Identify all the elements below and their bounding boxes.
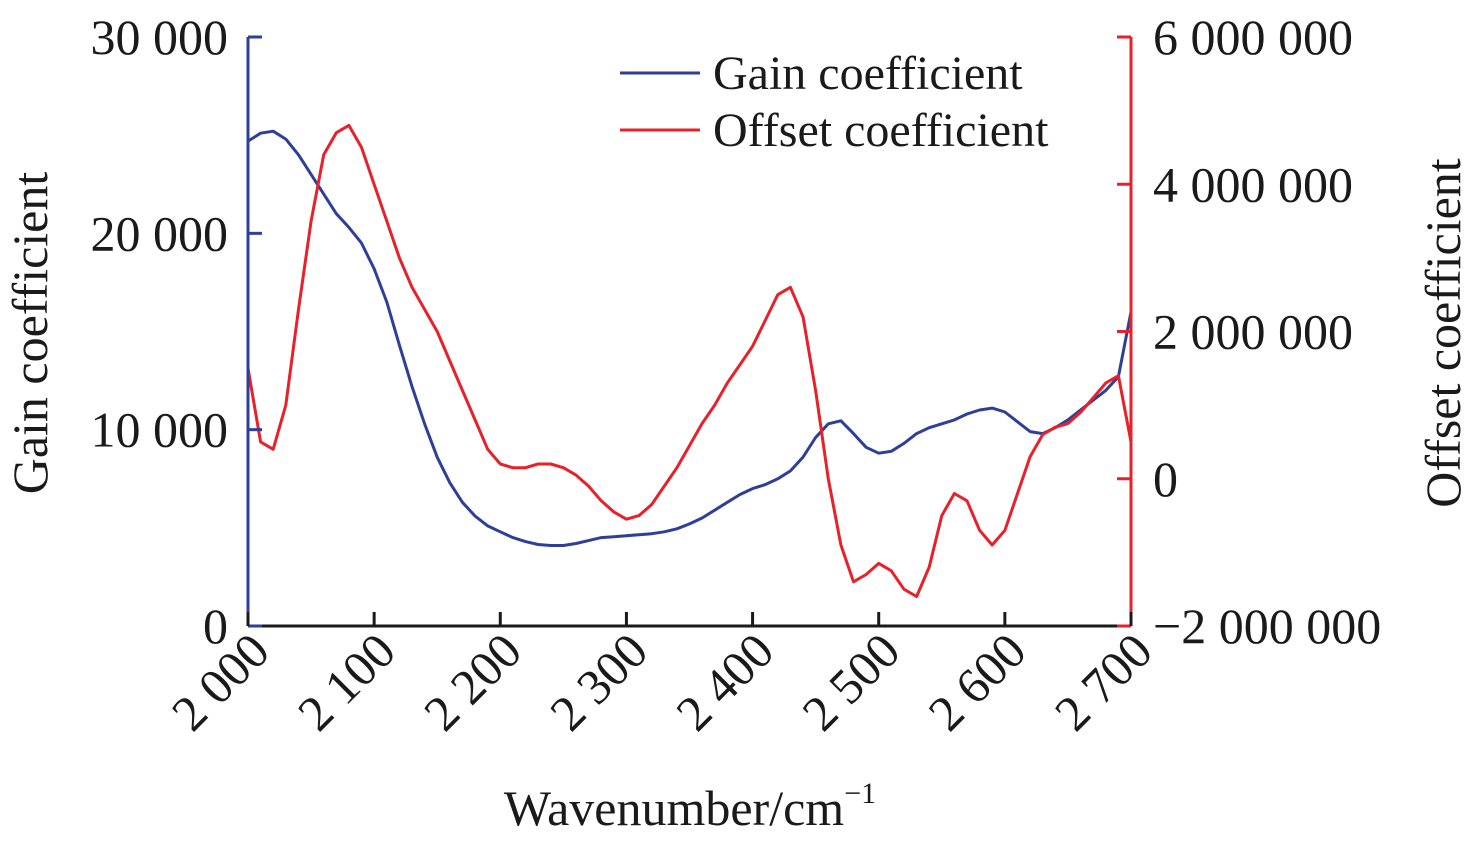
series-line-offset [246, 123, 1133, 598]
right-axis: −2 000 000 0 2 000 000 4 000 000 6 000 000 [1117, 9, 1381, 654]
y-left-tick-label: 20 000 [91, 205, 229, 261]
legend-label-offset: Offset coefficient [713, 104, 1049, 157]
x-tick-label: 2 100 [287, 622, 406, 741]
x-axis-title-text: Wavenumber/cm [504, 780, 844, 836]
x-tick-label: 2 500 [791, 622, 910, 741]
y-axis-right-title: Offset coefficient [1415, 158, 1471, 507]
x-axis-title-superscript: −1 [844, 777, 876, 810]
y-left-tick-label: 0 [203, 598, 228, 654]
x-tick-label: 2 300 [539, 622, 658, 741]
x-tick-label: 2 700 [1044, 622, 1163, 741]
x-tick-label: 2 200 [413, 622, 532, 741]
y-right-tick-label: 0 [1153, 451, 1178, 507]
x-axis-title: Wavenumber/cm−1 [504, 777, 876, 836]
y-axis-left-title: Gain coefficient [2, 172, 58, 495]
x-tick-label: 2 600 [917, 622, 1036, 741]
y-right-tick-label: 4 000 000 [1153, 156, 1353, 212]
x-axis: 2 000 2 100 2 200 2 300 2 400 2 500 2 600 2 700 [161, 612, 1163, 741]
y-right-tick-label: 2 000 000 [1153, 304, 1353, 360]
series-layer [246, 123, 1133, 598]
left-axis: 0 10 000 20 000 30 000 [91, 9, 262, 654]
legend: Gain coefficient Offset coefficient [620, 47, 1049, 157]
series-line-gain [246, 129, 1133, 547]
x-tick-label: 2 400 [665, 622, 784, 741]
y-right-tick-label: 6 000 000 [1153, 9, 1353, 65]
y-right-tick-label: −2 000 000 [1153, 598, 1381, 654]
y-left-tick-label: 10 000 [91, 402, 229, 458]
legend-label-gain: Gain coefficient [713, 47, 1023, 100]
y-left-tick-label: 30 000 [91, 9, 229, 65]
